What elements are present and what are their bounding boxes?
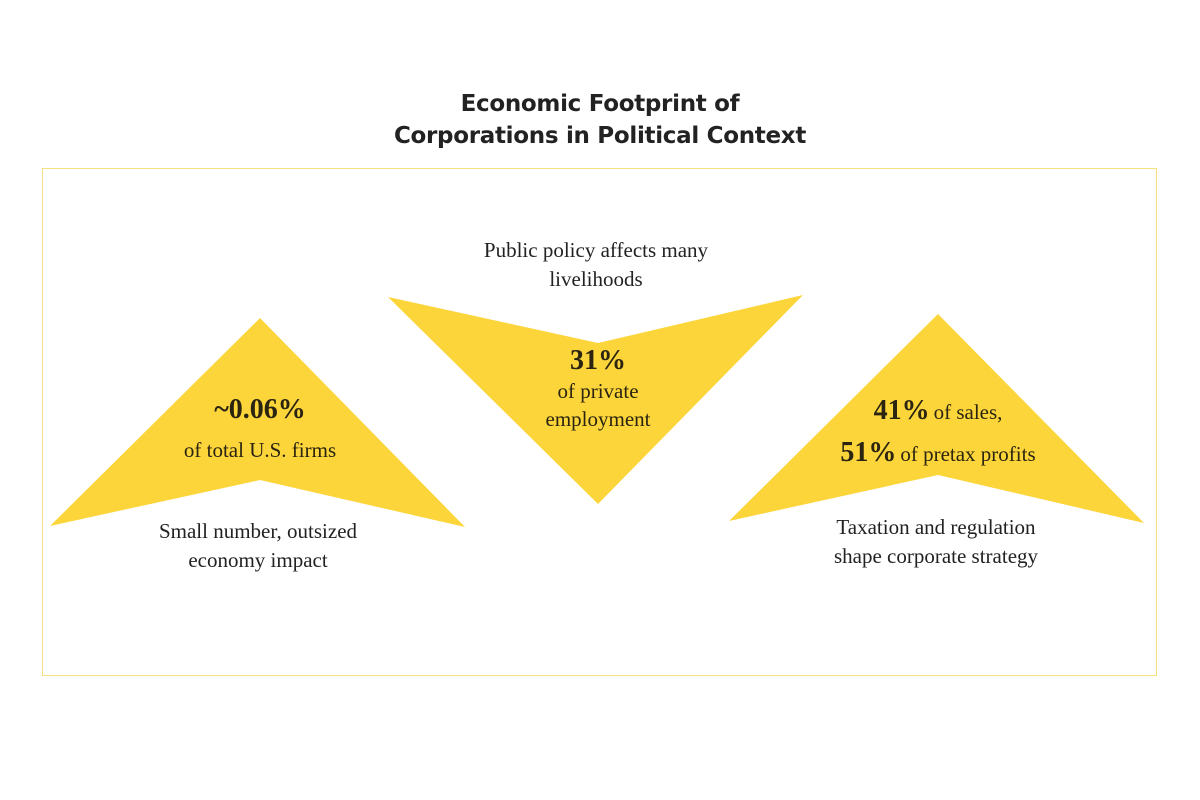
firms-stat-label: of total U.S. firms — [183, 438, 337, 462]
employment-stat-label-line-1: of private — [557, 379, 639, 403]
firms-stat: ~0.06% — [214, 394, 306, 425]
sales-stat-label: of sales, — [933, 400, 1003, 424]
panel-employment-stat-block: 31% of private employment — [476, 345, 720, 433]
title-line-2: Corporations in Political Context — [393, 123, 807, 149]
sales-stat: 41% — [873, 395, 930, 426]
arrow-up-shape-right — [729, 314, 1144, 523]
sales-caption-line-2: shape corporate strategy — [833, 544, 1039, 568]
firms-caption-line-2: economy impact — [188, 548, 328, 572]
firms-caption-line-1: Small number, outsized — [158, 519, 358, 543]
panel-firms-caption: Small number, outsized economy impact — [98, 517, 418, 575]
panel-firms-stat-block: ~0.06% of total U.S. firms — [110, 394, 410, 464]
panel-sales-stat-block: 41% of sales, 51% of pretax profits — [778, 392, 1098, 476]
employment-stat-label-line-2: employment — [545, 407, 651, 431]
arrow-down-shape-middle — [388, 295, 803, 504]
sales-caption-line-1: Taxation and regulation — [836, 515, 1036, 539]
panel-sales-caption: Taxation and regulation shape corporate … — [776, 513, 1096, 571]
employment-caption-line-1: Public policy affects many — [483, 238, 709, 262]
profits-stat-label: of pretax profits — [900, 442, 1036, 466]
panel-employment-caption: Public policy affects many livelihoods — [436, 236, 756, 294]
profits-stat: 51% — [840, 437, 897, 468]
sales-stat-line: 41% of sales, — [778, 392, 1098, 434]
employment-caption-line-2: livelihoods — [549, 267, 643, 291]
employment-stat: 31% — [570, 345, 626, 376]
title-line-1: Economic Footprint of — [460, 91, 740, 117]
page-title: Economic Footprint of Corporations in Po… — [0, 88, 1200, 152]
profits-stat-line: 51% of pretax profits — [778, 434, 1098, 476]
arrow-up-shape-left — [50, 318, 465, 527]
content-frame — [42, 168, 1157, 676]
